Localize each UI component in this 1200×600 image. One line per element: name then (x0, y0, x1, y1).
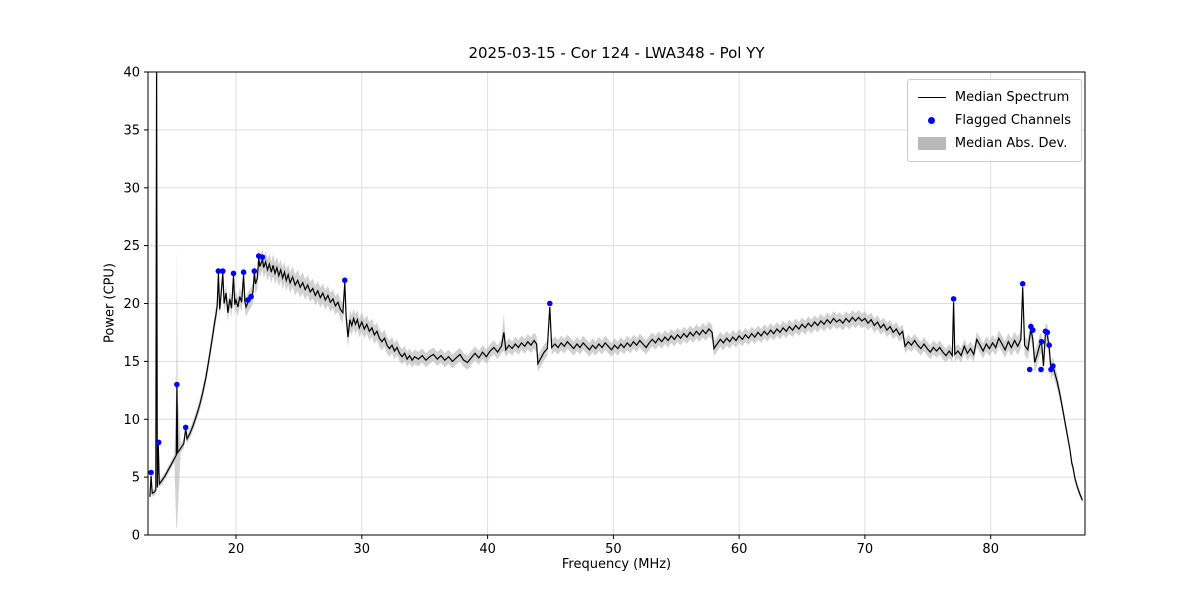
y-tick-label: 30 (123, 181, 140, 196)
plot-title: 2025-03-15 - Cor 124 - LWA348 - Pol YY (468, 44, 765, 62)
legend: Median Spectrum Flagged Channels Median … (906, 79, 1082, 162)
y-tick-label: 10 (123, 413, 140, 428)
x-tick-label: 60 (731, 542, 748, 557)
flagged-channels (148, 253, 1056, 476)
legend-label: Median Spectrum (954, 90, 1070, 105)
mad-band (149, 72, 1083, 529)
patch-swatch-icon (917, 137, 946, 150)
x-tick-label: 80 (982, 542, 999, 557)
grid (148, 71, 1085, 536)
y-tick-label: 25 (123, 239, 140, 254)
x-tick-label: 70 (857, 542, 874, 557)
y-ticks (144, 71, 148, 536)
y-tick-label: 15 (123, 355, 140, 370)
y-tick-label: 0 (132, 529, 140, 544)
y-axis-label: Power (CPU) (102, 262, 118, 344)
y-tick-labels: 0 5 10 15 20 25 30 35 40 (123, 66, 140, 544)
x-tick-labels: 20 30 40 50 60 70 80 (228, 542, 999, 557)
x-tick-label: 20 (228, 542, 245, 557)
legend-item-median-spectrum: Median Spectrum (917, 86, 1071, 109)
x-tick-label: 30 (354, 542, 371, 557)
x-tick-label: 50 (605, 542, 622, 557)
x-ticks (235, 535, 992, 539)
median-spectrum-line (149, 72, 1084, 501)
line-swatch-icon (917, 97, 946, 98)
legend-label: Flagged Channels (954, 113, 1071, 128)
dot-swatch-icon (918, 117, 946, 124)
legend-item-flagged-channels: Flagged Channels (918, 109, 1071, 132)
y-tick-label: 40 (123, 66, 140, 81)
x-tick-label: 40 (479, 542, 496, 557)
y-tick-label: 35 (123, 123, 140, 138)
y-tick-label: 20 (123, 297, 140, 312)
y-tick-label: 5 (132, 471, 140, 486)
legend-label: Median Abs. Dev. (954, 136, 1068, 151)
legend-item-median-abs-dev: Median Abs. Dev. (917, 132, 1071, 155)
x-axis-label: Frequency (MHz) (561, 557, 672, 572)
